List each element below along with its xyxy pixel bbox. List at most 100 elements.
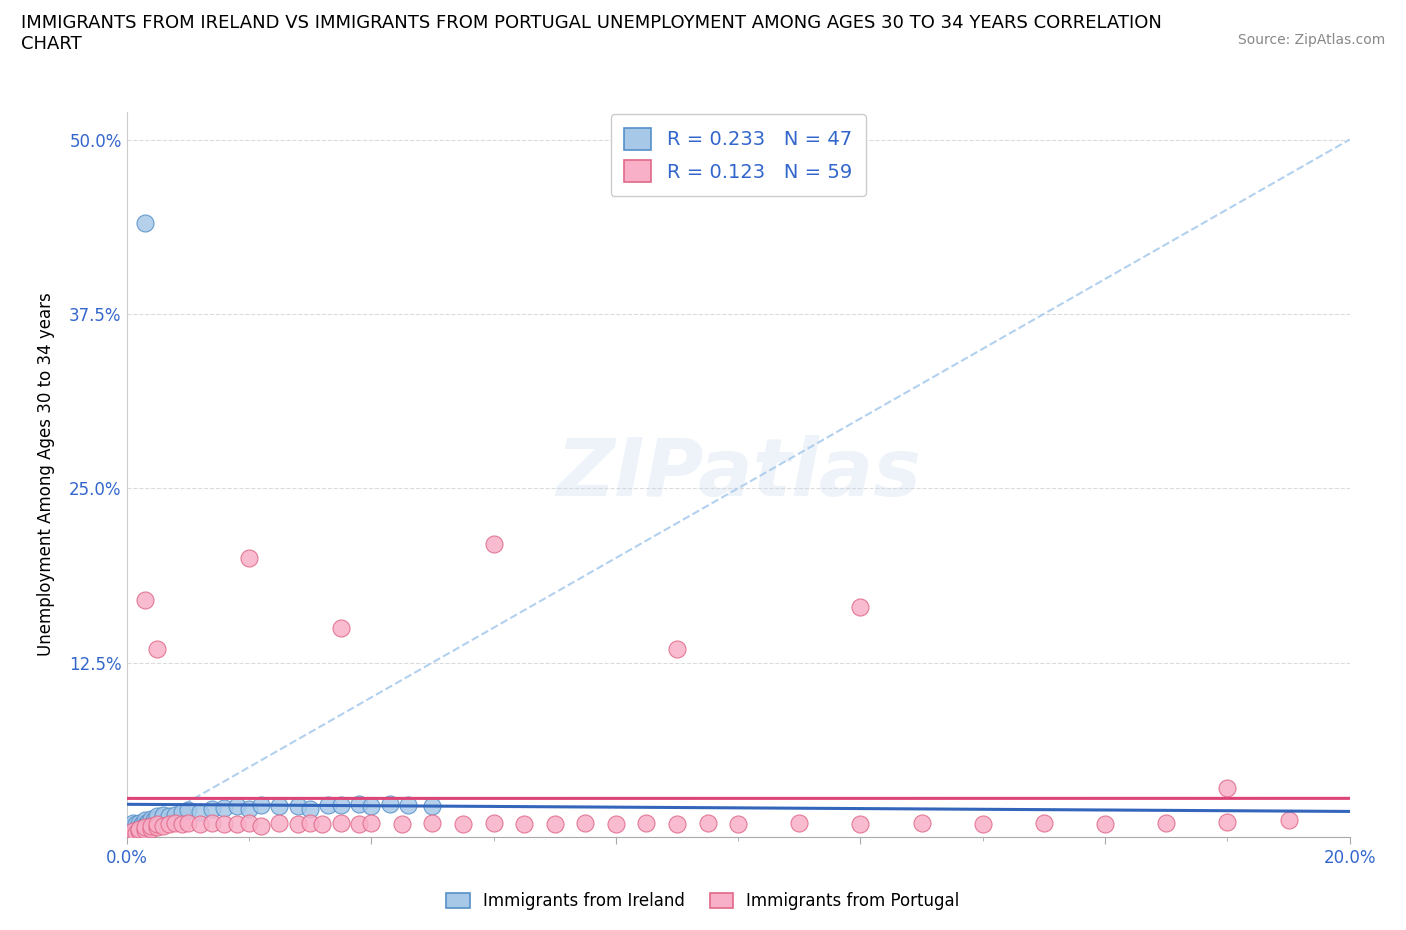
Point: [482, 537, 505, 551]
Point: [146, 642, 169, 657]
Point: [347, 817, 370, 832]
Legend: Immigrants from Ireland, Immigrants from Portugal: Immigrants from Ireland, Immigrants from…: [440, 885, 966, 917]
Point: [201, 802, 224, 817]
Point: [329, 798, 352, 813]
Point: [157, 817, 180, 832]
Point: [238, 802, 260, 817]
Point: [121, 826, 143, 841]
Point: [134, 823, 156, 838]
Point: [128, 821, 150, 836]
Point: [318, 798, 340, 813]
Point: [125, 817, 148, 832]
Point: [574, 816, 596, 830]
Point: [128, 824, 150, 839]
Point: [666, 642, 689, 657]
Point: [214, 817, 236, 832]
Point: [636, 816, 658, 830]
Point: [120, 827, 142, 842]
Point: [1156, 816, 1178, 830]
Point: [134, 816, 156, 830]
Point: [1033, 816, 1056, 830]
Point: [135, 817, 157, 832]
Point: [121, 824, 143, 839]
Point: [157, 809, 180, 824]
Y-axis label: Unemployment Among Ages 30 to 34 years: Unemployment Among Ages 30 to 34 years: [37, 292, 55, 657]
Point: [422, 799, 444, 814]
Point: [849, 600, 872, 615]
Point: [696, 816, 718, 830]
Point: [360, 816, 382, 830]
Point: [188, 817, 211, 832]
Point: [134, 813, 156, 828]
Point: [972, 817, 994, 832]
Point: [329, 816, 352, 830]
Point: [543, 817, 565, 832]
Point: [250, 818, 273, 833]
Point: [396, 798, 419, 813]
Point: [225, 817, 247, 832]
Point: [139, 811, 162, 827]
Point: [146, 817, 169, 832]
Point: [391, 817, 413, 832]
Point: [911, 816, 934, 830]
Point: [128, 823, 150, 838]
Point: [666, 817, 689, 832]
Point: [121, 818, 143, 833]
Point: [118, 829, 141, 844]
Point: [188, 804, 211, 819]
Point: [139, 816, 162, 830]
Point: [146, 809, 169, 824]
Point: [299, 816, 322, 830]
Point: [129, 820, 152, 835]
Point: [146, 820, 169, 835]
Point: [170, 817, 193, 832]
Point: [787, 816, 810, 830]
Point: [122, 824, 145, 839]
Point: [347, 796, 370, 811]
Point: [125, 826, 148, 841]
Point: [143, 813, 166, 828]
Point: [136, 815, 159, 830]
Point: [605, 817, 627, 832]
Point: [121, 823, 143, 838]
Point: [360, 799, 382, 814]
Point: [1277, 813, 1299, 828]
Point: [134, 818, 156, 833]
Point: [134, 592, 156, 607]
Point: [238, 816, 260, 830]
Point: [165, 807, 187, 822]
Point: [170, 804, 193, 819]
Point: [125, 821, 148, 836]
Point: [269, 799, 291, 814]
Point: [177, 816, 200, 830]
Point: [177, 804, 200, 818]
Point: [128, 818, 150, 833]
Point: [146, 811, 169, 827]
Point: [134, 216, 156, 231]
Point: [378, 796, 401, 811]
Point: [225, 799, 247, 814]
Point: [250, 798, 273, 813]
Text: CHART: CHART: [21, 35, 82, 53]
Text: ZIPatlas: ZIPatlas: [555, 435, 921, 513]
Point: [152, 818, 174, 833]
Point: [299, 802, 322, 817]
Point: [1216, 781, 1239, 796]
Point: [134, 820, 156, 835]
Point: [482, 816, 505, 830]
Legend: R = 0.233   N = 47, R = 0.123   N = 59: R = 0.233 N = 47, R = 0.123 N = 59: [610, 114, 866, 196]
Point: [422, 816, 444, 830]
Point: [513, 817, 536, 832]
Text: IMMIGRANTS FROM IRELAND VS IMMIGRANTS FROM PORTUGAL UNEMPLOYMENT AMONG AGES 30 T: IMMIGRANTS FROM IRELAND VS IMMIGRANTS FR…: [21, 14, 1161, 32]
Point: [849, 817, 872, 832]
Point: [165, 816, 187, 830]
Point: [128, 816, 150, 830]
Point: [214, 800, 236, 815]
Text: Source: ZipAtlas.com: Source: ZipAtlas.com: [1237, 33, 1385, 46]
Point: [329, 620, 352, 635]
Point: [118, 829, 141, 844]
Point: [131, 817, 153, 832]
Point: [121, 816, 143, 830]
Point: [287, 817, 309, 832]
Point: [201, 816, 224, 830]
